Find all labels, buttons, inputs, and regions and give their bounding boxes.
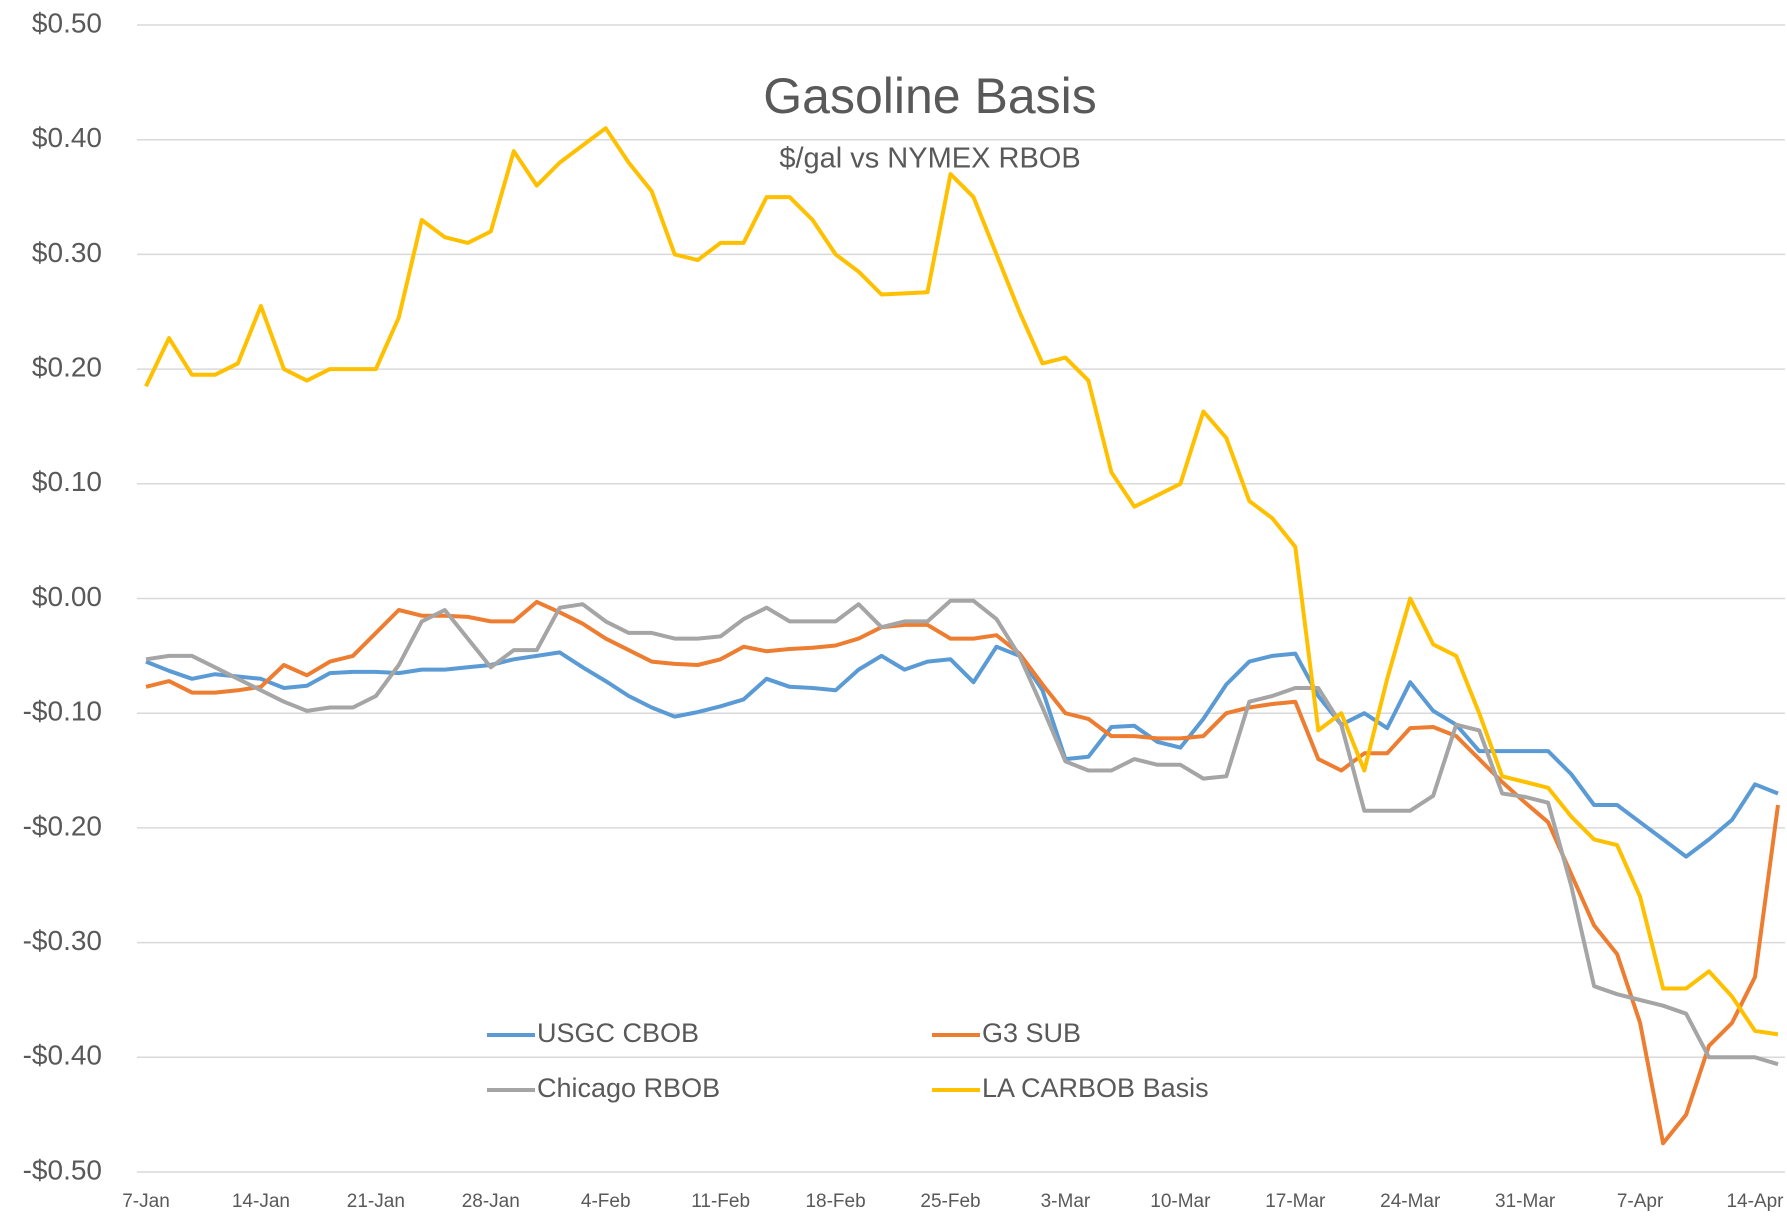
legend-label: G3 SUB <box>982 1018 1081 1048</box>
x-tick-label: 28-Jan <box>462 1191 520 1212</box>
x-tick-label: 25-Feb <box>920 1191 980 1212</box>
x-tick-label: 18-Feb <box>805 1191 865 1212</box>
legend-label: USGC CBOB <box>537 1018 699 1048</box>
x-tick-label: 3-Mar <box>1041 1191 1091 1212</box>
y-tick-label: $0.40 <box>32 122 102 153</box>
legend-label: LA CARBOB Basis <box>982 1073 1209 1103</box>
x-tick-label: 17-Mar <box>1265 1191 1326 1212</box>
chart-title: Gasoline Basis <box>763 68 1097 124</box>
series-line <box>144 126 1779 1037</box>
x-tick-label: 24-Mar <box>1380 1191 1441 1212</box>
y-tick-label: $0.50 <box>32 7 102 38</box>
legend-label: Chicago RBOB <box>537 1073 720 1103</box>
chart-subtitle: $/gal vs NYMEX RBOB <box>779 143 1080 175</box>
series-line <box>145 644 1779 859</box>
x-tick-label: 31-Mar <box>1495 1191 1556 1212</box>
x-tick-label: 21-Jan <box>347 1191 405 1212</box>
x-tick-label: 7-Apr <box>1617 1191 1664 1212</box>
y-tick-label: $0.10 <box>32 466 102 497</box>
series-line <box>145 598 1779 1067</box>
y-tick-label: -$0.50 <box>23 1154 102 1185</box>
y-tick-label: $0.30 <box>32 237 102 268</box>
x-tick-label: 11-Feb <box>691 1191 750 1212</box>
y-tick-label: $0.20 <box>32 351 102 382</box>
x-tick-label: 4-Feb <box>581 1191 631 1212</box>
x-tick-label: 7-Jan <box>122 1191 170 1212</box>
series-line <box>145 599 1780 1146</box>
y-tick-label: -$0.20 <box>23 810 102 841</box>
y-tick-label: $0.00 <box>32 581 102 612</box>
x-tick-label: 10-Mar <box>1150 1191 1211 1212</box>
y-tick-label: -$0.40 <box>23 1040 102 1071</box>
x-tick-label: 14-Jan <box>232 1191 290 1212</box>
x-tick-label: 14-Apr <box>1726 1191 1784 1212</box>
y-tick-label: -$0.30 <box>23 925 102 956</box>
y-tick-label: -$0.10 <box>23 696 102 727</box>
